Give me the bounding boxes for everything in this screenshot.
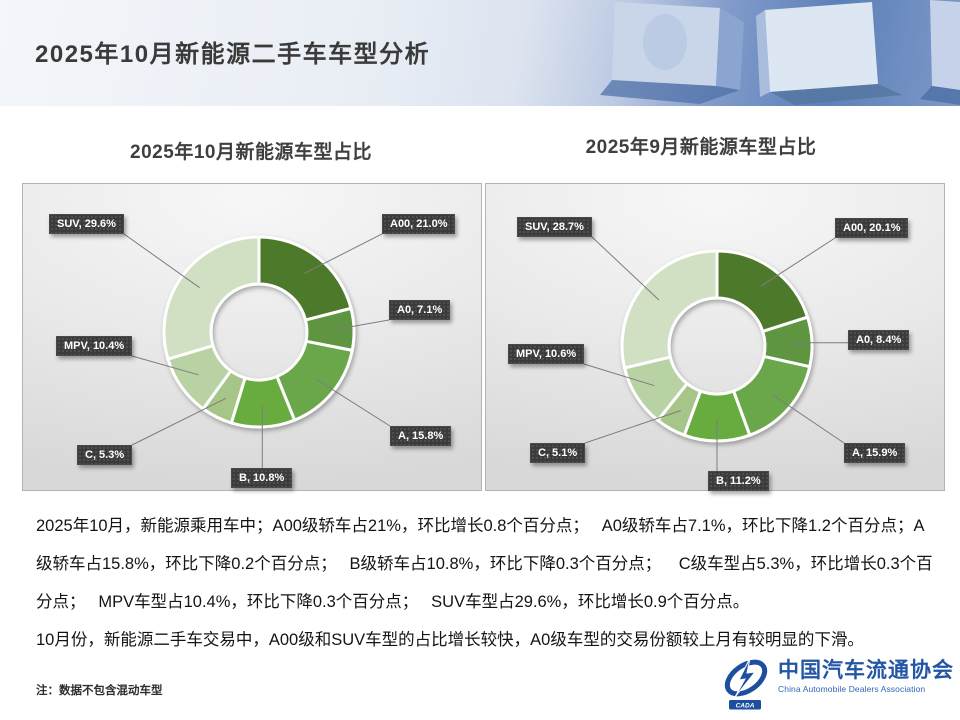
chart-panel-october: A00, 21.0% A0, 7.1% A, 15.8% B, 10.8% C, 5.3… bbox=[22, 183, 482, 491]
chart-title-october: 2025年10月新能源车型占比 bbox=[130, 142, 372, 163]
data-label-A00: A00, 20.1% bbox=[835, 218, 909, 238]
data-label-B: B, 11.2% bbox=[708, 471, 769, 491]
analysis-line: 分点； MPV车型占10.4%，环比下降0.3个百分点； SUV车型占29.6%… bbox=[36, 593, 750, 611]
cada-name-cn: 中国汽车流通协会 bbox=[778, 658, 954, 682]
donut-chart bbox=[123, 233, 391, 468]
cada-badge-text: CADA bbox=[736, 703, 755, 710]
leader-line bbox=[760, 237, 836, 287]
leader-line bbox=[304, 233, 383, 274]
data-label-A: A, 15.8% bbox=[390, 426, 452, 446]
donut-slice-A00 bbox=[715, 249, 810, 333]
donut-slice-A00 bbox=[257, 235, 353, 322]
data-label-MPV: MPV, 10.4% bbox=[56, 336, 133, 356]
data-label-SUV: SUV, 29.6% bbox=[49, 214, 124, 234]
analysis-text: 2025年10月，新能源乘用车中；A00级轿车占21%，环比增长0.8个百分点；… bbox=[36, 507, 938, 659]
leader-line bbox=[584, 410, 681, 444]
cada-logo-emblem: CADA bbox=[724, 657, 768, 710]
data-label-C: C, 5.3% bbox=[77, 445, 133, 465]
data-label-A0: A0, 8.4% bbox=[848, 330, 910, 350]
chart-panel-september: A00, 20.1% A0, 8.4% A, 15.9% B, 11.2% C, 5.1… bbox=[485, 183, 945, 491]
leader-line bbox=[123, 233, 200, 289]
analysis-line: 2025年10月，新能源乘用车中；A00级轿车占21%，环比增长0.8个百分点；… bbox=[36, 517, 925, 535]
data-label-MPV: MPV, 10.6% bbox=[508, 344, 585, 364]
chart-title-september: 2025年9月新能源车型占比 bbox=[585, 137, 817, 158]
cada-logo-text: 中国汽车流通协会 China Automobile Dealers Associ… bbox=[778, 657, 954, 694]
leader-line bbox=[772, 394, 845, 444]
data-label-A: A, 15.9% bbox=[844, 443, 906, 463]
data-label-A0: A0, 7.1% bbox=[389, 300, 451, 320]
data-label-A00: A00, 21.0% bbox=[382, 214, 456, 234]
header-banner: 2025年10月新能源二手车车型分析 bbox=[0, 0, 960, 106]
footnote: 注：数据不包含混动车型 bbox=[36, 685, 163, 697]
data-label-B: B, 10.8% bbox=[231, 468, 293, 488]
leader-line bbox=[583, 363, 655, 387]
analysis-line: 10月份，新能源二手车交易中，A00级和SUV车型的占比增长较快，A0级车型的交… bbox=[36, 631, 864, 649]
cada-logo: CADA 中国汽车流通协会 China Automobile Dealers A… bbox=[722, 657, 954, 710]
donut-slice-SUV bbox=[620, 249, 719, 370]
data-label-C: C, 5.1% bbox=[530, 443, 586, 463]
leader-line bbox=[131, 355, 199, 376]
cada-name-en: China Automobile Dealers Association bbox=[778, 684, 926, 694]
leader-line bbox=[315, 378, 391, 427]
data-label-SUV: SUV, 28.7% bbox=[517, 217, 592, 237]
donut-slice-SUV bbox=[162, 235, 261, 361]
leader-line bbox=[591, 236, 660, 301]
donut-chart bbox=[583, 236, 848, 471]
analysis-line: 级轿车占15.8%，环比下降0.2个百分点； B级轿车占10.8%，环比下降0.… bbox=[36, 555, 933, 573]
leader-line bbox=[131, 397, 227, 446]
leader-line bbox=[333, 319, 390, 331]
page-title: 2025年10月新能源二手车车型分析 bbox=[35, 41, 431, 68]
header-cubes-graphic bbox=[600, 0, 960, 105]
